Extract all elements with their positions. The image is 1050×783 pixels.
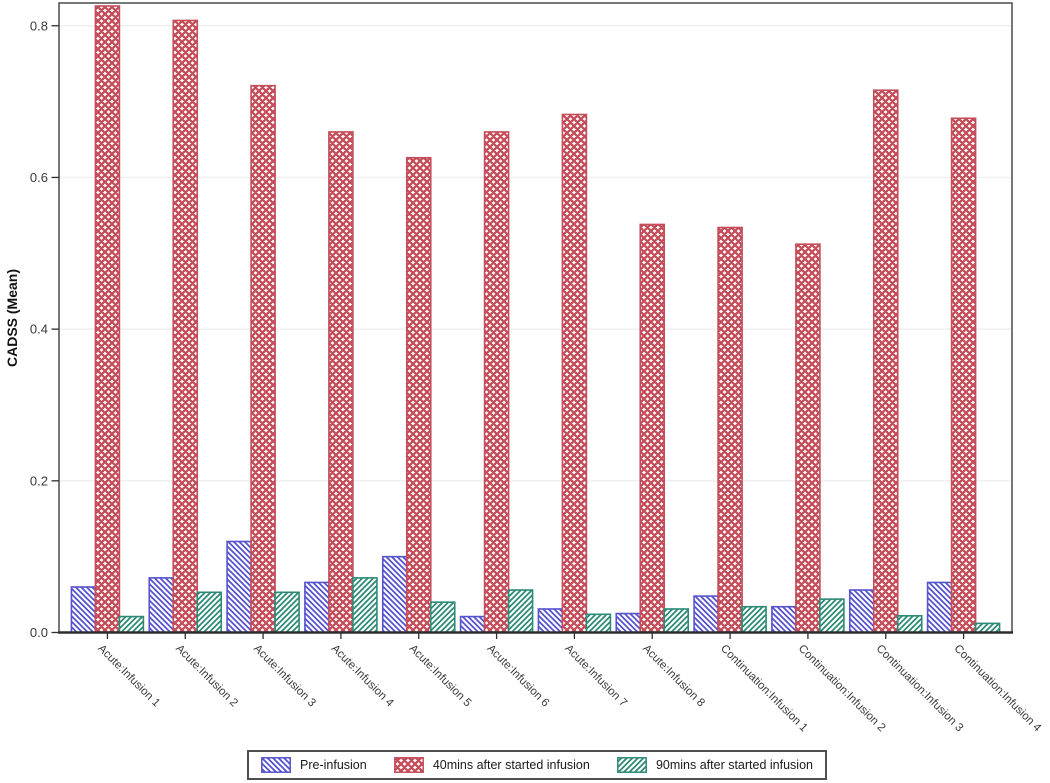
bar-40mins-after [94,5,121,634]
bar-90mins-after [429,601,456,634]
x-tick-label: Acute:Infusion 4 [329,643,396,710]
90mins-swatch-icon [617,757,647,773]
bar-pre-infusion [226,540,252,634]
bar-pre-infusion [537,608,564,634]
y-axis-tick-labels: 0.0 0.2 0.4 0.6 0.8 [30,18,48,640]
bar-pre-infusion [615,612,642,634]
bar-40mins-after [639,223,666,634]
x-tick-label: Continuation:Infusion 2 [796,643,888,735]
40mins-swatch-icon [393,757,424,773]
bar-90mins-after [663,608,690,634]
x-tick-label: Acute:Infusion 1 [95,643,162,710]
bar-pre-infusion [693,595,719,634]
bar-40mins-after [483,131,510,634]
bar-90mins-after [741,605,767,634]
bar-90mins-after [974,622,1001,634]
bar-90mins-after [196,591,223,634]
y-tick-label: 0.4 [30,322,48,337]
y-tick-label: 0.8 [30,18,48,33]
bar-90mins-after [274,591,300,634]
bar-pre-infusion [926,581,953,634]
x-axis-tick-labels: Acute:Infusion 1 Acute:Infusion 2 Acute:In… [95,643,1043,735]
bar-40mins-after [872,89,899,634]
bar-40mins-after [795,243,821,634]
bar-90mins-after [118,615,145,634]
x-tick-label: Continuation:Infusion 4 [951,643,1043,735]
x-tick-label: Acute:Infusion 5 [407,643,474,710]
bar-pre-infusion [381,555,408,634]
bars-layer [70,5,1001,634]
bar-90mins-after [507,589,534,634]
x-tick-label: Acute:Infusion 3 [251,643,318,710]
bar-pre-infusion [70,586,97,634]
gridlines [59,25,1012,482]
bar-pre-infusion [148,577,175,634]
bar-90mins-after [352,577,378,634]
legend-item-90mins: 90mins after started infusion [617,757,813,773]
x-tick-label: Acute:Infusion 6 [484,643,551,710]
y-tick-label: 0.0 [30,625,48,640]
bar-40mins-after [172,19,199,634]
bar-40mins-after [561,113,588,634]
pre-infusion-swatch-icon [261,757,291,773]
y-axis-title: CADSS (Mean) [4,269,20,367]
y-axis-ticks [51,25,59,634]
legend-label: 40mins after started infusion [432,758,590,772]
bar-40mins-after [405,156,432,634]
bar-40mins-after [950,117,977,634]
x-tick-label: Acute:Infusion 7 [562,643,629,710]
bar-pre-infusion [848,589,875,634]
bar-90mins-after [896,615,923,634]
bar-40mins-after [250,84,276,634]
bar-pre-infusion [771,605,797,634]
y-tick-label: 0.6 [30,170,48,185]
x-axis-ticks [106,632,965,639]
bar-40mins-after [717,226,743,634]
legend-item-40mins: 40mins after started infusion [393,757,590,773]
y-tick-label: 0.2 [30,473,48,488]
x-tick-label: Continuation:Infusion 1 [718,643,810,735]
bar-pre-infusion [459,615,486,634]
legend: Pre-infusion 40mins after started infusi… [247,750,827,780]
legend-item-pre-infusion: Pre-infusion [261,757,367,773]
bar-90mins-after [819,598,845,634]
bar-pre-infusion [304,581,330,634]
x-tick-label: Acute:Infusion 2 [173,643,240,710]
plot-frame [58,2,1013,634]
legend-label: Pre-infusion [300,758,367,772]
x-tick-label: Acute:Infusion 8 [640,643,707,710]
x-tick-label: Continuation:Infusion 3 [874,643,966,735]
bar-40mins-after [328,131,354,634]
bar-90mins-after [585,613,612,634]
legend-label: 90mins after started infusion [655,758,813,772]
